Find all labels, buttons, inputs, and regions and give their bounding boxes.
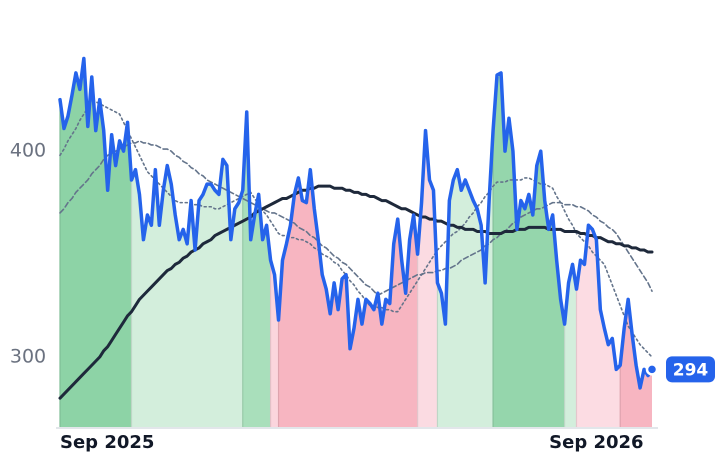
band-area — [493, 72, 565, 428]
band-area — [437, 130, 494, 427]
series-line — [59, 98, 653, 358]
series-line — [58, 56, 654, 390]
y-tick-label: 300 — [10, 346, 46, 368]
band-area — [620, 299, 652, 427]
series-line — [59, 140, 653, 297]
price-badge — [666, 356, 715, 383]
y-tick-label: 400 — [10, 140, 46, 162]
x-tick-label: Sep 2026 — [549, 432, 643, 453]
x-tick-label: Sep 2025 — [60, 432, 154, 453]
band-area — [242, 112, 271, 427]
band-area — [278, 169, 418, 428]
band-area — [131, 159, 243, 427]
band-area — [576, 225, 621, 427]
price-badge-label: 294 — [673, 360, 709, 380]
last-point — [645, 363, 659, 376]
